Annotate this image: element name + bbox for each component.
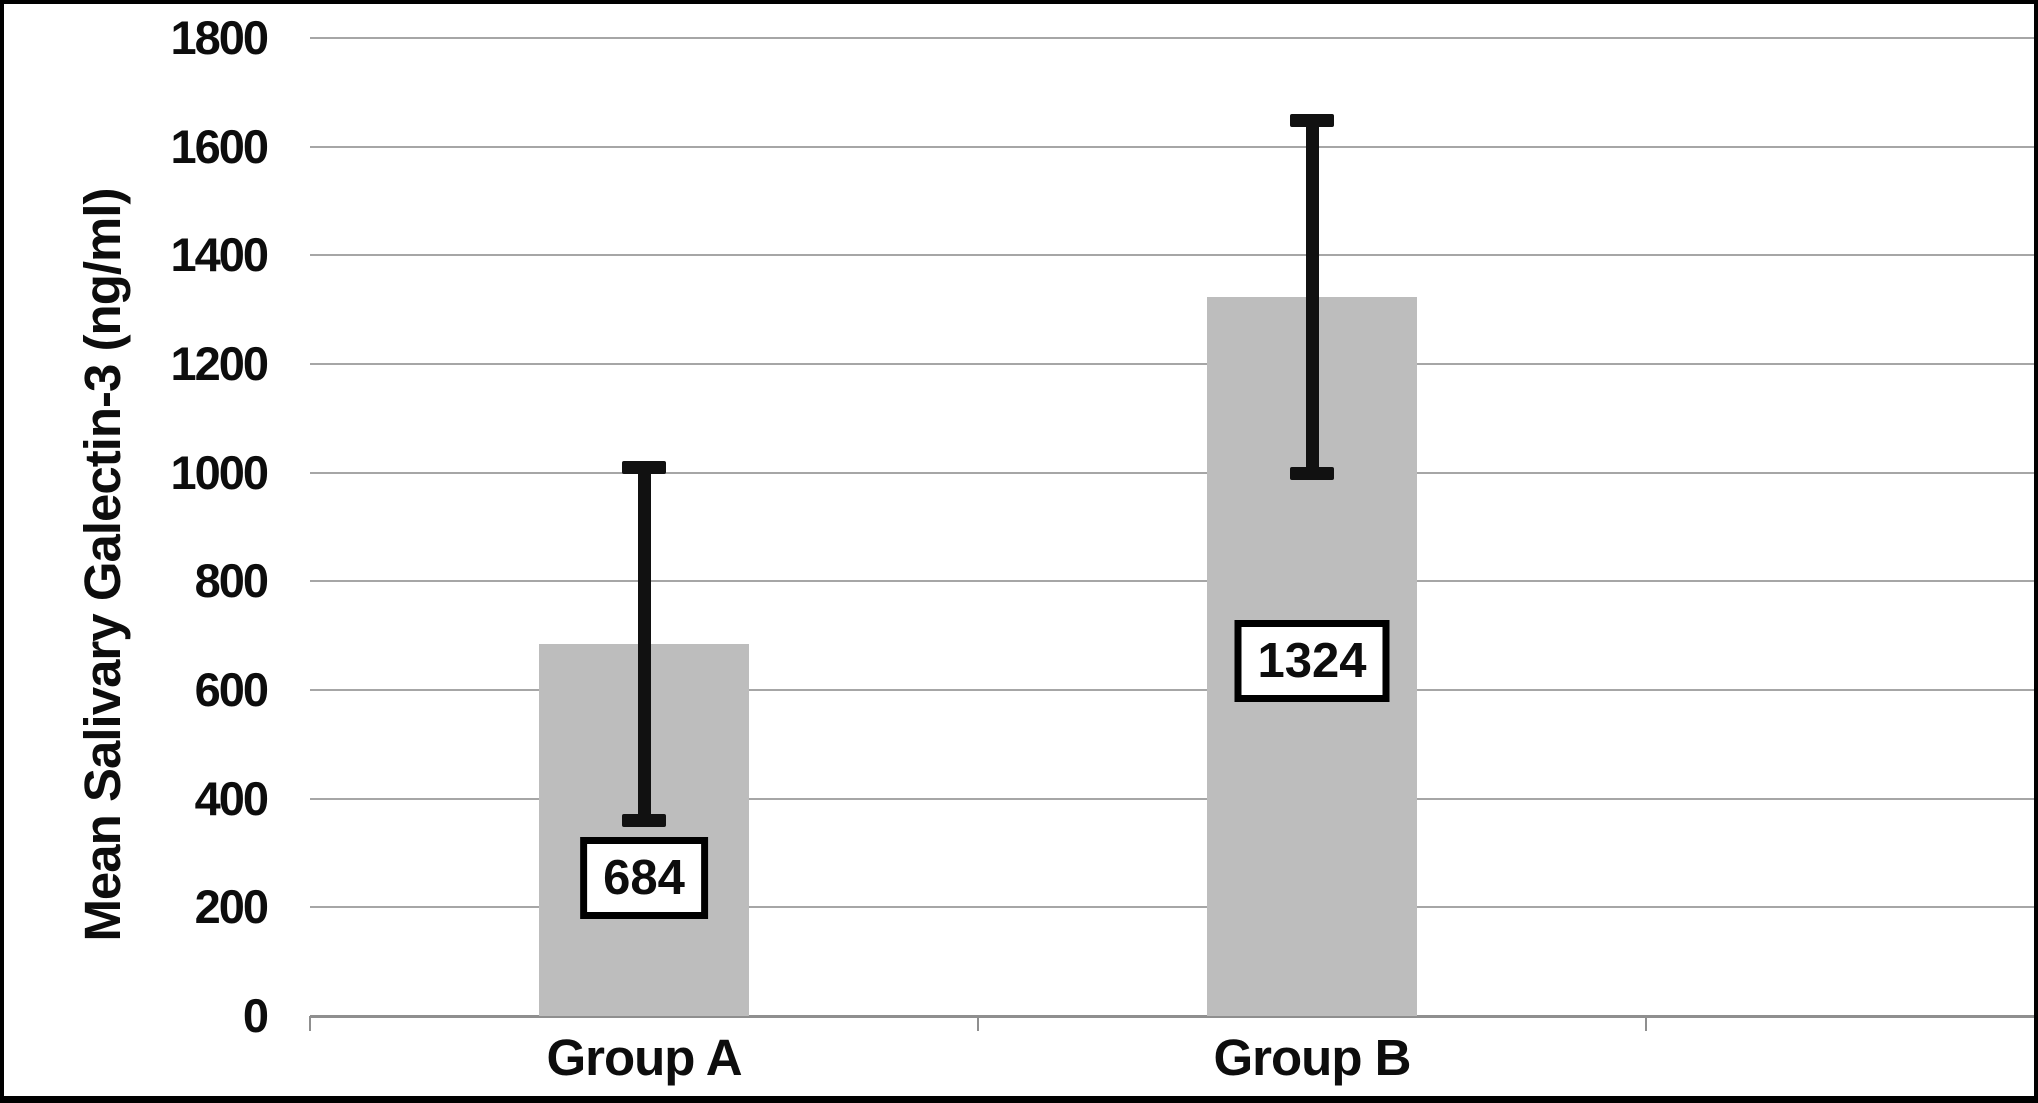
x-tick-mark-1 <box>977 1016 979 1031</box>
gridline-y-1000 <box>310 471 2034 474</box>
y-tick-label-600: 600 <box>194 663 269 716</box>
gridline-y-600 <box>310 689 2034 691</box>
error-bar-line-group-a <box>637 467 651 821</box>
x-tick-mark-2 <box>1645 1016 1647 1031</box>
y-tick-label-1600: 1600 <box>170 119 269 173</box>
gridline-y-0 <box>310 1015 2034 1018</box>
value-label-group-b: 1324 <box>1234 620 1390 702</box>
y-tick-label-200: 200 <box>194 880 269 934</box>
error-bar-top-cap-group-b <box>1290 113 1334 127</box>
gridline-y-1400 <box>310 254 2034 257</box>
value-label-group-a: 684 <box>580 837 708 919</box>
y-tick-label-1000: 1000 <box>170 445 269 499</box>
gridline-y-200 <box>310 906 2034 909</box>
gridline-y-1200 <box>310 363 2034 365</box>
y-tick-label-1800: 1800 <box>170 11 269 64</box>
gridline-y-400 <box>310 797 2034 800</box>
error-bar-bottom-cap-group-b <box>1290 466 1334 480</box>
error-bar-line-group-b <box>1305 120 1319 474</box>
x-axis-label-group-b: Group B <box>1213 1029 1412 1086</box>
y-tick-label-400: 400 <box>194 771 269 825</box>
y-tick-label-0: 0 <box>242 989 269 1042</box>
gridline-y-1600 <box>310 145 2034 148</box>
gridline-y-800 <box>310 580 2034 583</box>
x-axis-label-group-a: Group A <box>546 1029 742 1086</box>
y-tick-label-800: 800 <box>194 554 269 608</box>
x-tick-mark-0 <box>309 1016 311 1031</box>
gridline-y-1800 <box>310 37 2034 39</box>
error-bar-bottom-cap-group-a <box>622 814 666 828</box>
y-tick-label-1400: 1400 <box>170 228 269 282</box>
error-bar-top-cap-group-a <box>622 461 666 475</box>
y-tick-label-1200: 1200 <box>170 337 269 390</box>
